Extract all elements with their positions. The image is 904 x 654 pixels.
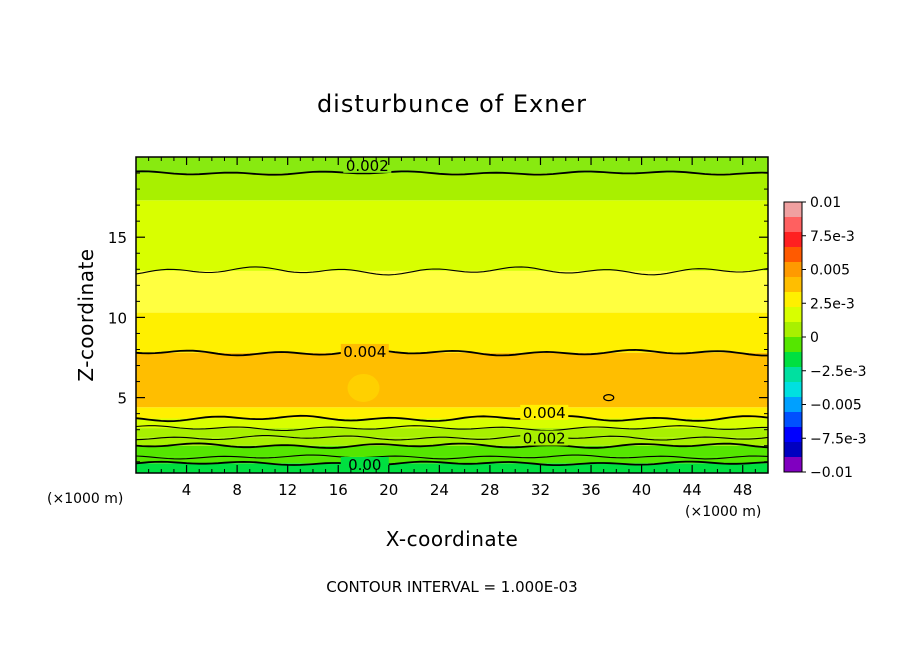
contour-label: 0.002 [523, 430, 566, 448]
y-tick-labels: 5 10 15 [108, 229, 127, 407]
x-unit-label: (×1000 m) [685, 504, 761, 520]
x-tick-label: 48 [733, 481, 752, 499]
x-tick-label: 4 [182, 481, 192, 499]
contour-line [135, 170, 769, 176]
colorbar [784, 202, 802, 473]
colorbar-swatch [784, 412, 802, 428]
colorbar-swatch [784, 292, 802, 308]
colorbar-swatch [784, 442, 802, 458]
axis-ticks [136, 157, 768, 473]
x-tick-label: 16 [329, 481, 348, 499]
contour-line [135, 460, 769, 466]
contour-line [135, 348, 768, 357]
contour-label-gap [520, 430, 569, 446]
x-tick-label: 28 [480, 481, 499, 499]
contour-band [136, 270, 768, 313]
contour-band [136, 428, 768, 438]
contour-label: 0.002 [346, 157, 389, 175]
contour-line [135, 434, 769, 441]
contour-band [136, 173, 768, 201]
contour-label-gap [520, 404, 569, 420]
colorbar-label: 2.5e-3 [810, 296, 855, 312]
x-tick-label: 32 [531, 481, 550, 499]
colorbar-swatch [784, 277, 802, 293]
contour-band [136, 418, 768, 429]
y-tick-label: 5 [117, 390, 127, 408]
contour-label-gap [343, 157, 392, 173]
colorbar-swatch [784, 217, 802, 233]
colorbar-label: −0.01 [810, 465, 853, 481]
contour-lines [135, 170, 769, 466]
contour-label-gap [340, 456, 389, 472]
x-tick-label: 12 [278, 481, 297, 499]
x-tick-label: 40 [632, 481, 651, 499]
contour-band [136, 157, 768, 174]
contour-label: 0.004 [343, 343, 386, 361]
contour-band [136, 352, 768, 408]
x-axis-title: X-coordinate [386, 527, 519, 551]
chart-title: disturbunce of Exner [317, 90, 587, 118]
contour-label: 0.00 [348, 456, 381, 474]
contour-label-gap [340, 343, 389, 359]
y-unit-label: (×1000 m) [47, 491, 123, 507]
colorbar-swatch [784, 337, 802, 353]
x-tick-labels: 4 8 12 16 20 24 28 32 36 40 44 48 [182, 481, 752, 499]
contour-label: 0.004 [523, 404, 566, 422]
contour-band [136, 463, 768, 473]
colorbar-swatch [784, 307, 802, 323]
contour-band [136, 456, 768, 464]
colorbar-swatch [784, 382, 802, 398]
x-tick-label: 36 [581, 481, 600, 499]
y-tick-label: 15 [108, 229, 127, 247]
colorbar-swatch [784, 262, 802, 278]
contour-band [136, 200, 768, 271]
colorbar-swatch [784, 247, 802, 263]
x-tick-label: 44 [683, 481, 702, 499]
colorbar-swatch [784, 232, 802, 248]
colorbar-swatch [784, 457, 802, 473]
y-axis-title: Z-coordinate [74, 248, 98, 381]
colorbar-label: −0.005 [810, 398, 862, 414]
colorbar-swatch [784, 427, 802, 443]
colorbar-label: −7.5e-3 [810, 431, 867, 447]
y-tick-label: 10 [108, 309, 127, 327]
contour-band [136, 445, 768, 457]
colorbar-swatch [784, 397, 802, 413]
colorbar-labels: 0.01 7.5e-3 0.005 2.5e-3 0 −2.5e-3 −0.005 −7.5e… [802, 195, 867, 481]
contour-line [135, 442, 769, 449]
contour-line [135, 454, 769, 460]
x-tick-label: 20 [379, 481, 398, 499]
contour-closed-loop [603, 394, 615, 402]
contour-line [135, 414, 769, 423]
contour-band [136, 312, 768, 353]
colorbar-swatch [784, 367, 802, 383]
x-tick-label: 8 [232, 481, 242, 499]
colorbar-swatch [784, 322, 802, 338]
contour-band [136, 437, 768, 446]
contour-labels: 0.00 0.002 0.004 0.004 0.002 [340, 157, 569, 474]
colorbar-swatch [784, 202, 802, 218]
colorbar-label: 0.005 [810, 263, 850, 279]
colorbar-label: 7.5e-3 [810, 229, 855, 245]
colorbar-label: 0.01 [810, 195, 841, 211]
colorbar-label: 0 [810, 330, 819, 346]
contour-line [135, 425, 768, 432]
contour-band [136, 407, 768, 419]
contour-line [135, 266, 769, 276]
colorbar-label: −2.5e-3 [810, 364, 867, 380]
colorbar-swatch [784, 352, 802, 368]
contour-interval-note: CONTOUR INTERVAL = 1.000E-03 [326, 578, 577, 596]
x-tick-label: 24 [430, 481, 449, 499]
contour-patch [347, 373, 380, 402]
contour-fills [136, 157, 768, 473]
